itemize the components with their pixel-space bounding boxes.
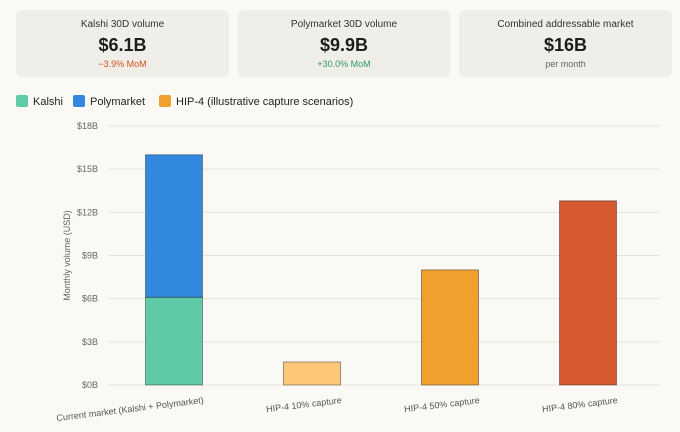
card-value: $16B — [543, 35, 588, 55]
x-tick-label: Current market (Kalshi + Polymarket) — [56, 395, 204, 423]
card-change: +30.0% MoM — [317, 59, 371, 69]
card-label: Kalshi 30D volume — [80, 19, 165, 30]
x-tick-label: HIP-4 80% capture — [542, 395, 619, 414]
y-axis-label: Monthly volume (USD) — [62, 210, 72, 301]
kalshi-volume-card: Kalshi 30D volume $6.1B −3.9% MoM — [16, 10, 229, 77]
card-change: −3.9% MoM — [98, 59, 147, 69]
y-tick-label: $6B — [82, 294, 98, 304]
x-tick-label: HIP-4 50% capture — [404, 395, 481, 414]
legend-label: Polymarket — [90, 96, 146, 108]
y-tick-label: $18B — [77, 121, 98, 131]
legend-swatch — [73, 95, 85, 107]
legend-swatch — [159, 95, 171, 107]
legend-swatch — [16, 95, 28, 107]
y-tick-label: $0B — [82, 380, 98, 390]
x-tick-label: HIP-4 10% capture — [266, 395, 343, 414]
y-tick-label: $9B — [82, 251, 98, 261]
bar-polymarket — [145, 154, 203, 298]
card-label: Polymarket 30D volume — [290, 19, 398, 30]
y-tick-label: $12B — [77, 207, 98, 217]
bar-hip-4 — [559, 200, 617, 386]
bar-hip-4 — [283, 361, 341, 386]
bar-kalshi — [145, 296, 203, 386]
card-label: Combined addressable market — [497, 19, 634, 30]
legend-label: Kalshi — [33, 96, 63, 108]
legend-label: HIP-4 (illustrative capture scenarios) — [176, 96, 354, 108]
legend-item-polymarket: Polymarket — [73, 95, 145, 108]
card-change: per month — [545, 59, 586, 69]
summary-cards: Kalshi 30D volume $6.1B −3.9% MoM Polyma… — [16, 10, 672, 77]
legend-item-hip4: HIP-4 (illustrative capture scenarios) — [159, 95, 353, 108]
card-value: $9.9B — [319, 35, 369, 55]
legend-item-kalshi: Kalshi — [16, 95, 63, 108]
combined-market-card: Combined addressable market $16B per mon… — [459, 10, 672, 77]
y-tick-label: $15B — [77, 164, 98, 174]
bar-hip-4 — [421, 269, 479, 386]
y-tick-label: $3B — [82, 337, 98, 347]
card-value: $6.1B — [98, 35, 147, 55]
polymarket-volume-card: Polymarket 30D volume $9.9B +30.0% MoM — [238, 10, 450, 77]
